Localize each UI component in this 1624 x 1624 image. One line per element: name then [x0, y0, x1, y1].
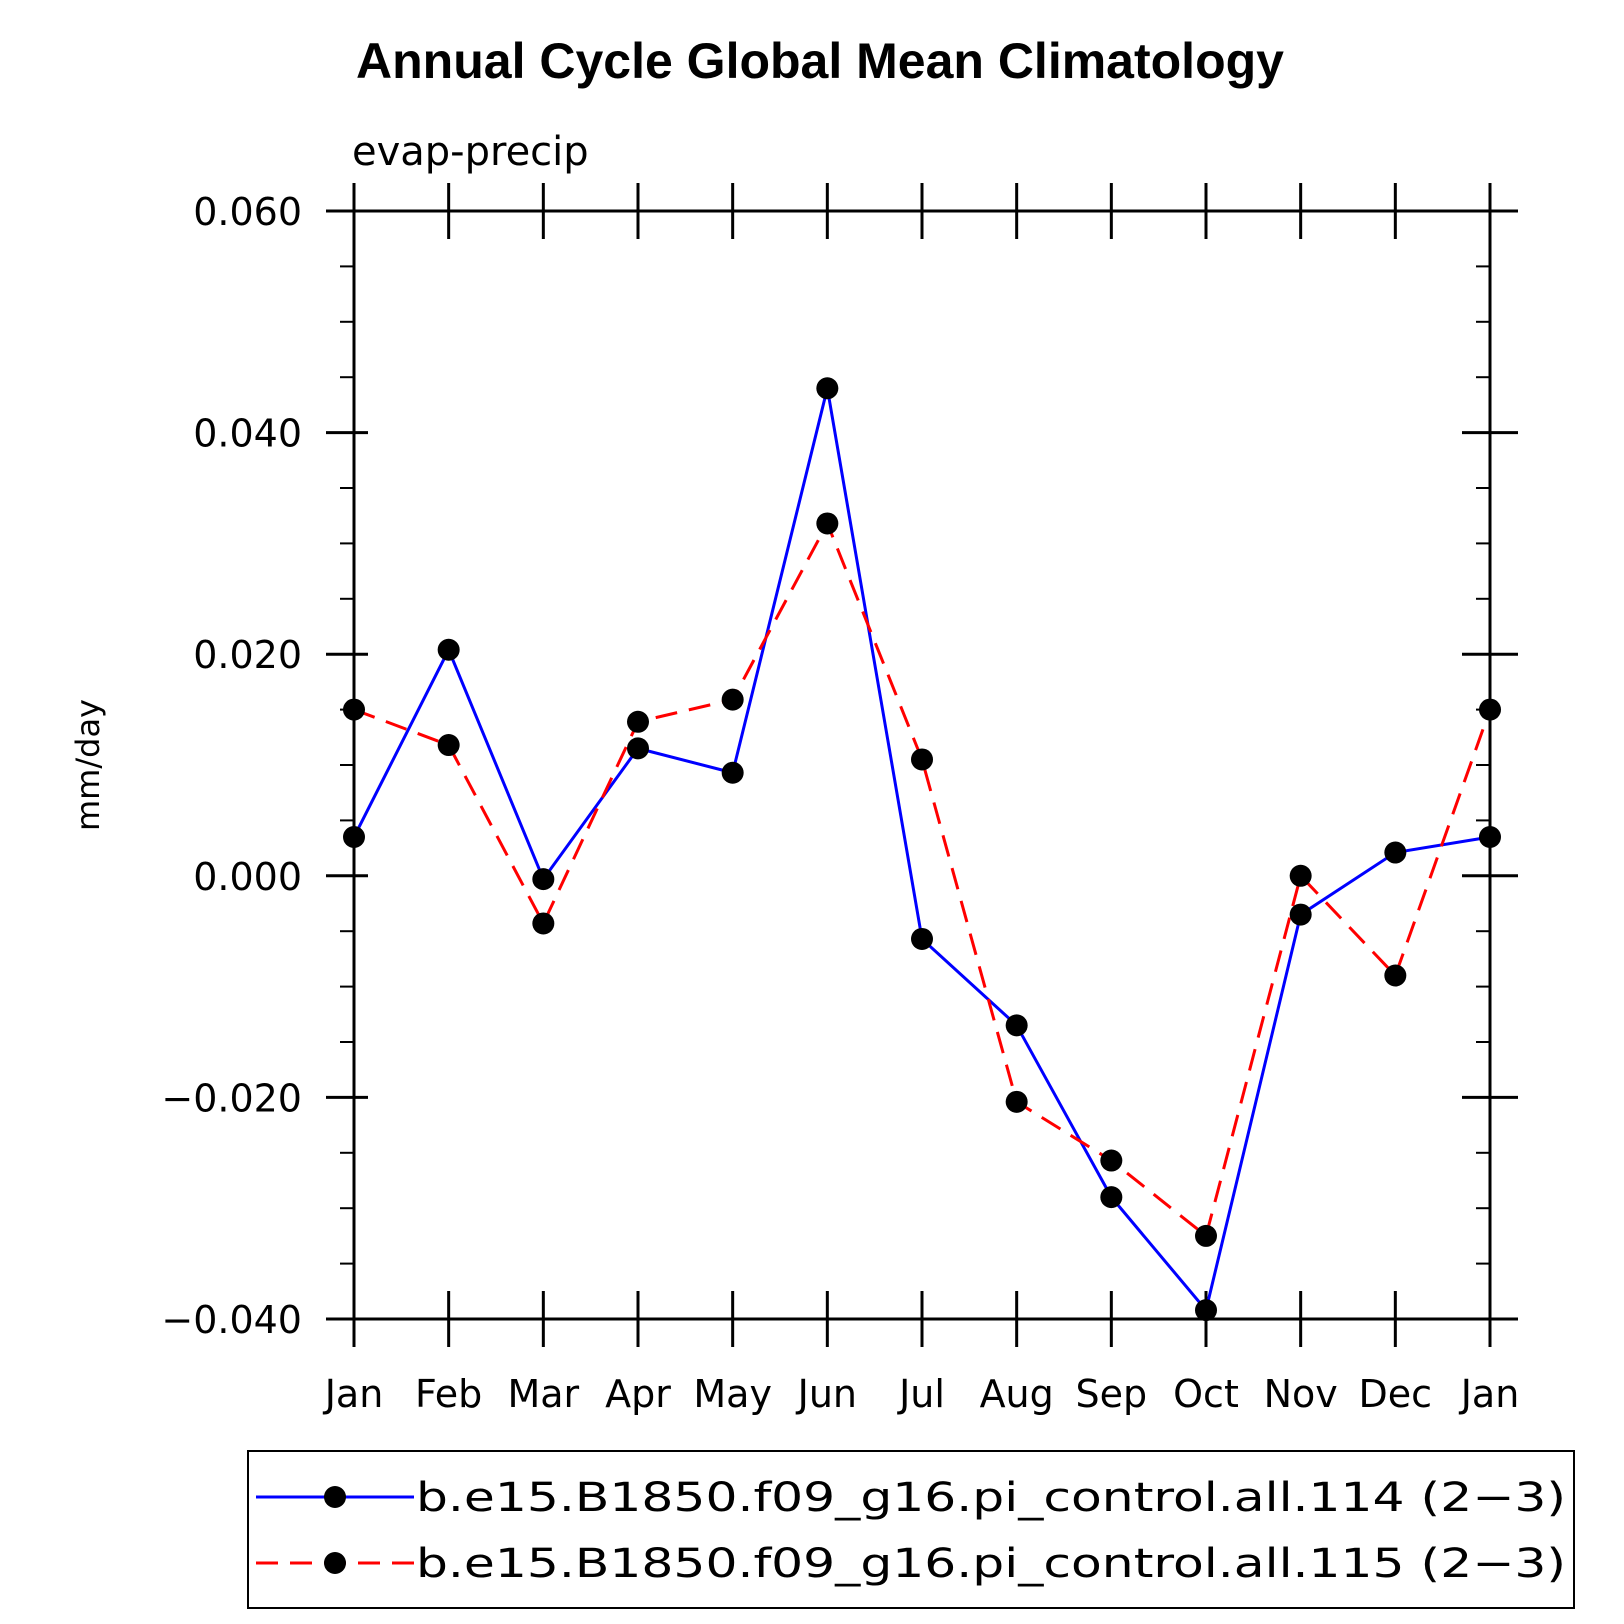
legend-marker-1	[324, 1486, 346, 1508]
x-tick-label: Jul	[897, 1372, 945, 1416]
legend-label-2: b.e15.B1850.f09_g16.pi_control.all.115 (…	[416, 1541, 1566, 1587]
series-2-point	[1005, 1090, 1028, 1113]
legend-label-1: b.e15.B1850.f09_g16.pi_control.all.114 (…	[416, 1475, 1566, 1521]
series-1-point	[721, 761, 744, 784]
series-2-point	[532, 912, 555, 935]
x-tick-label: Jan	[1459, 1372, 1520, 1416]
tick-labels: −0.040 −0.020 0.000 0.020 0.040 0.060 Jan Feb Ma…	[161, 190, 1519, 1416]
x-tick-label: Jun	[796, 1372, 857, 1416]
series-1-point	[437, 638, 460, 661]
series-line-2	[353, 519, 1492, 1239]
series-1-point	[1289, 903, 1312, 926]
series-2-point	[816, 512, 839, 535]
series-1-point	[1100, 1186, 1123, 1209]
series-1-point	[627, 737, 649, 760]
series-2-point	[627, 710, 649, 733]
y-tick-label: 0.040	[193, 412, 302, 456]
series-layer	[343, 377, 1501, 1322]
x-tick-label: Feb	[415, 1372, 482, 1416]
series-1-point	[532, 868, 555, 891]
x-tick-label: Oct	[1173, 1372, 1239, 1416]
legend-marker-2	[324, 1552, 346, 1574]
y-axis-label: mm/day	[69, 699, 107, 831]
series-1-point	[816, 377, 839, 400]
x-tick-label: Apr	[605, 1372, 671, 1416]
y-tick-label: 0.060	[193, 190, 302, 234]
legend-box	[247, 1450, 1575, 1609]
series-2-point	[911, 748, 933, 771]
x-tick-label: May	[693, 1372, 772, 1416]
chart-title: Annual Cycle Global Mean Climatology	[356, 33, 1284, 89]
series-2-point	[1384, 964, 1407, 987]
y-tick-label: 0.000	[193, 855, 302, 899]
x-tick-label: Nov	[1264, 1372, 1338, 1416]
series-1-point	[911, 927, 933, 950]
series-1-point	[1195, 1299, 1217, 1322]
series-2-point	[1195, 1224, 1217, 1247]
x-tick-label: Aug	[980, 1372, 1054, 1416]
x-tick-label: Sep	[1076, 1372, 1148, 1416]
x-tick-label: Jan	[323, 1372, 384, 1416]
series-line-1	[352, 387, 1491, 1314]
y-tick-label: −0.040	[161, 1298, 302, 1342]
series-1-point	[1005, 1014, 1028, 1037]
y-tick-label: 0.020	[193, 633, 302, 677]
chart-subtitle: evap-precip	[352, 129, 589, 175]
x-tick-label: Mar	[507, 1372, 579, 1416]
series-2-point	[437, 734, 460, 757]
x-tick-label: Dec	[1359, 1372, 1433, 1416]
y-tick-label: −0.020	[161, 1076, 302, 1120]
series-2-point	[1289, 864, 1312, 887]
series-2-point	[1100, 1149, 1123, 1172]
series-2-point	[721, 688, 744, 711]
plot-frame	[352, 209, 1492, 1321]
series-1-point	[1384, 841, 1407, 864]
legend: b.e15.B1850.f09_g16.pi_control.all.114 (…	[247, 1450, 1575, 1609]
